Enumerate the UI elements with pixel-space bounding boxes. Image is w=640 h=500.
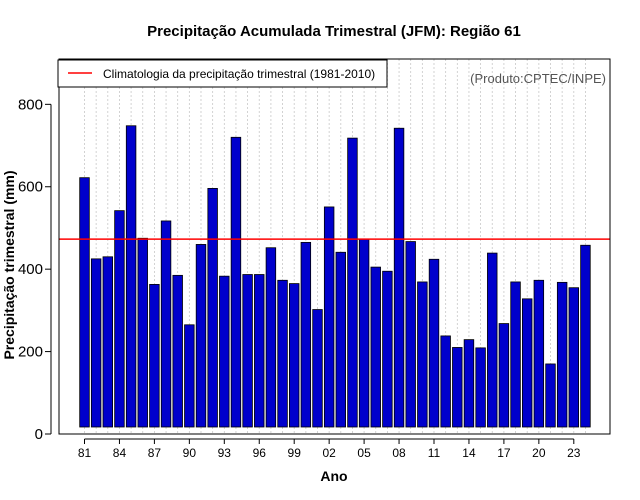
x-tick-label-90: 90 <box>183 446 197 460</box>
bar-08 <box>393 127 405 428</box>
bar-03 <box>335 251 347 428</box>
bar-93 <box>219 275 230 428</box>
bar-13 <box>452 347 463 428</box>
bar-04 <box>347 137 358 428</box>
bar-98 <box>277 279 288 428</box>
bar-99 <box>288 283 300 428</box>
bar-12 <box>440 335 451 428</box>
bar-82 <box>90 258 102 428</box>
legend-entry-climatology: Climatologia da precipitação trimestral … <box>103 67 375 81</box>
x-tick-label-02: 02 <box>322 446 336 460</box>
bar-18 <box>510 281 521 428</box>
bar-19 <box>522 298 533 428</box>
bar-10 <box>417 281 428 428</box>
legend-box <box>57 59 388 88</box>
x-tick-label-11: 11 <box>428 446 441 460</box>
x-axis-label: Ano <box>320 468 347 484</box>
bar-23 <box>568 287 580 428</box>
y-axis: 0 200 400 600 800 <box>18 96 52 443</box>
x-tick-label-93: 93 <box>218 446 232 460</box>
x-tick-label-96: 96 <box>253 446 267 460</box>
x-tick-label-05: 05 <box>357 446 371 460</box>
bar-87 <box>149 284 160 428</box>
bar-21 <box>545 363 556 428</box>
bar-94 <box>230 136 242 428</box>
bar-97 <box>265 247 277 428</box>
bar-92 <box>207 187 218 428</box>
x-tick-label-14: 14 <box>462 446 476 460</box>
bar-86 <box>137 237 148 428</box>
x-tick-label-08: 08 <box>392 446 406 460</box>
credit-text: (Produto:CPTEC/INPE) <box>470 71 606 86</box>
y-tick-label-600: 600 <box>18 179 43 196</box>
bar-00 <box>300 241 312 428</box>
bar-96 <box>254 274 265 428</box>
bars <box>79 125 591 428</box>
bar-14 <box>463 339 475 428</box>
bar-95 <box>242 274 253 428</box>
x-tick-label-99: 99 <box>288 446 302 460</box>
bar-88 <box>160 220 172 428</box>
vertical-grid <box>84 59 586 434</box>
bar-91 <box>195 244 207 428</box>
bar-22 <box>556 281 568 428</box>
plot-frame <box>58 58 611 435</box>
bar-11 <box>428 258 440 428</box>
y-tick-label-800: 800 <box>18 96 43 113</box>
bar-06 <box>370 266 381 428</box>
bar-89 <box>172 274 183 428</box>
y-tick-label-200: 200 <box>18 344 43 361</box>
bar-20 <box>533 279 545 428</box>
x-tick-label-81: 81 <box>78 446 92 460</box>
x-tick-label-23: 23 <box>567 446 581 460</box>
bar-83 <box>102 256 114 428</box>
bar-02 <box>323 206 335 428</box>
x-axis: 81 84 87 90 93 96 99 02 05 08 11 14 17 20 23 <box>78 438 581 460</box>
y-tick-label-0: 0 <box>35 426 43 443</box>
bar-05 <box>358 238 370 428</box>
bar-85 <box>125 125 137 428</box>
x-tick-label-20: 20 <box>532 446 546 460</box>
y-tick-label-400: 400 <box>18 261 43 278</box>
y-axis-label: Precipitação trimestral (mm) <box>1 170 17 359</box>
x-tick-label-17: 17 <box>497 446 511 460</box>
bar-01 <box>312 309 323 428</box>
bar-17 <box>498 323 510 428</box>
bar-09 <box>405 241 416 428</box>
x-tick-label-84: 84 <box>113 446 127 460</box>
bar-81 <box>79 177 90 428</box>
bar-90 <box>184 324 195 428</box>
bar-84 <box>114 210 125 428</box>
chart-title: Precipitação Acumulada Trimestral (JFM):… <box>147 23 521 40</box>
x-tick-label-87: 87 <box>148 446 162 460</box>
bar-16 <box>487 252 498 428</box>
bar-07 <box>382 270 393 428</box>
legend: Climatologia da precipitação trimestral … <box>57 59 388 88</box>
bar-24 <box>580 244 591 428</box>
bar-15 <box>475 347 486 428</box>
